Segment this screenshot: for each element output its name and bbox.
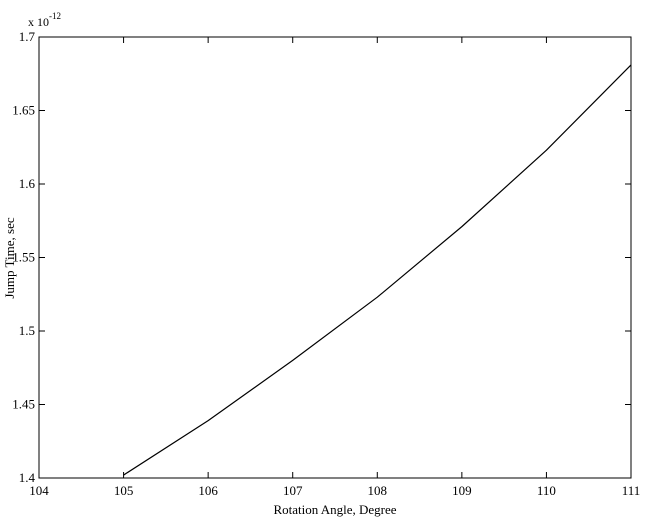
y-axis-exponent-power: -12 — [49, 11, 61, 21]
x-tick-label: 110 — [537, 483, 556, 498]
x-tick-label: 111 — [622, 483, 641, 498]
y-tick-label: 1.4 — [19, 470, 36, 485]
y-tick-label: 1.5 — [19, 323, 35, 338]
x-tick-label: 108 — [368, 483, 388, 498]
x-tick-label: 106 — [198, 483, 218, 498]
series-layer — [123, 64, 632, 476]
x-tick-label: 104 — [29, 483, 49, 498]
x-tick-label: 109 — [452, 483, 472, 498]
y-tick-label: 1.45 — [12, 397, 35, 412]
y-axis-ticks: 1.4 1.45 1.5 1.55 1.6 1.65 1.7 — [12, 29, 631, 485]
x-axis-ticks: 104 105 106 107 108 109 110 111 — [29, 37, 640, 498]
y-tick-label: 1.6 — [19, 176, 36, 191]
x-tick-label: 105 — [114, 483, 134, 498]
x-tick-label: 107 — [283, 483, 303, 498]
y-axis-title: Jump Time, sec — [2, 217, 17, 298]
series-line — [123, 64, 632, 476]
y-tick-label: 1.7 — [19, 29, 36, 44]
y-axis-exponent-base: x 10 — [28, 15, 49, 29]
plot-frame — [38, 36, 632, 479]
y-tick-label: 1.65 — [12, 103, 35, 118]
y-tick-label: 1.55 — [12, 250, 35, 265]
x-axis-title: Rotation Angle, Degree — [273, 502, 396, 517]
y-axis-exponent: x 10-12 — [28, 11, 61, 29]
